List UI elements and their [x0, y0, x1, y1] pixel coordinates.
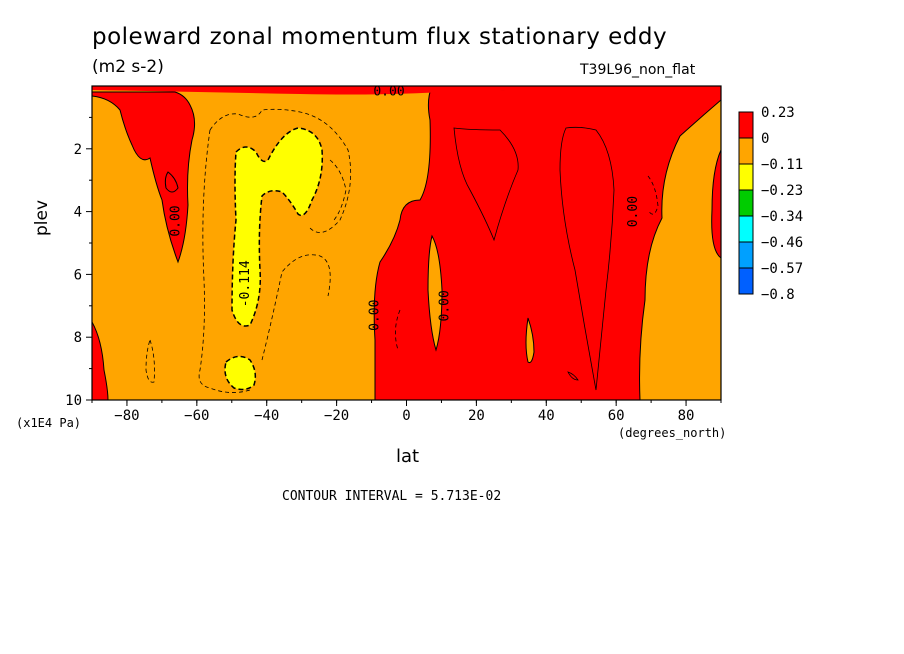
- run-label: T39L96_non_flat: [580, 62, 696, 78]
- chart-units: (m2 s-2): [92, 57, 164, 77]
- colorbar-swatch-1: [738, 137, 754, 165]
- colorbar-swatch-6: [738, 267, 754, 295]
- contour-field: [92, 86, 721, 400]
- contour-dashed-2: [198, 129, 251, 393]
- colorbar-label-1: 0: [761, 131, 769, 147]
- contour-dashed-4: [261, 254, 331, 361]
- x-axis: −80 −60 −40 −20 0 20 40 60 80: [91, 400, 722, 424]
- contour-dashed-7: [395, 309, 401, 351]
- region-pos-cell: [164, 171, 179, 193]
- contour-interval: CONTOUR INTERVAL = 5.713E-02: [282, 489, 502, 504]
- colorbar-swatch-4: [738, 215, 754, 243]
- x-tick-label-5: 20: [468, 408, 485, 424]
- contour-labels: 0.00 -0.114 0.00 0.00 0.00 0.00: [168, 84, 641, 330]
- colorbar-label-6: −0.57: [761, 261, 803, 277]
- contour-label-5: 0.00: [373, 84, 404, 99]
- dashed-contours: [145, 108, 659, 393]
- region-neg-island-1: [427, 234, 443, 352]
- colorbar-label-5: −0.46: [761, 235, 803, 251]
- colorbar-label-3: −0.23: [761, 183, 803, 199]
- contour-dashed-3: [329, 159, 347, 221]
- x-tick-label-6: 40: [538, 408, 555, 424]
- contour-label-2: 0.00: [368, 300, 383, 331]
- region-pos-sw-corner: [92, 320, 109, 400]
- colorbar-swatch-0: [738, 111, 754, 139]
- colorbar-label-2: −0.11: [761, 157, 803, 173]
- colorbar-swatch-2: [738, 163, 754, 191]
- x-tick-label-3: −20: [324, 408, 349, 424]
- colorbar-label-4: −0.34: [761, 209, 803, 225]
- chart-title: poleward zonal momentum flux stationary …: [92, 24, 668, 50]
- y-axis: 2 4 6 8 10: [65, 116, 92, 409]
- region-neg-island-2: [525, 317, 535, 363]
- contour-label-0: 0.00: [168, 205, 183, 236]
- x-tick-label-0: −80: [114, 408, 139, 424]
- region-neg-yellow-main: [231, 127, 324, 327]
- y-tick-label-3: 8: [74, 330, 82, 346]
- colorbar-swatch-3: [738, 189, 754, 217]
- y-tick-label-1: 4: [74, 205, 82, 221]
- y-tick-label-4: 10: [65, 393, 82, 409]
- contour-solid-3: [567, 371, 579, 381]
- region-pos-southpole: [92, 91, 196, 264]
- contour-dashed-6: [647, 175, 659, 215]
- x-tick-label-4: 0: [402, 408, 410, 424]
- region-pos-topstrip: [92, 86, 721, 95]
- colorbar-swatch-5: [738, 241, 754, 269]
- x-axis-units: (degrees_north): [618, 426, 727, 440]
- colorbar-label-0: 0.23: [761, 105, 795, 121]
- solid-contours: [453, 126, 615, 391]
- y-axis-units: (x1E4 Pa): [16, 416, 82, 430]
- colorbar-label-7: −0.8: [761, 287, 795, 303]
- contour-label-3: 0.00: [437, 290, 452, 321]
- y-tick-label-0: 2: [74, 142, 82, 158]
- region-pos-north: [373, 86, 721, 400]
- y-tick-label-2: 6: [74, 267, 82, 283]
- contour-label-4: 0.00: [626, 196, 641, 227]
- colorbar: 0.23 0 −0.11 −0.23 −0.34 −0.46 −0.57 −0.8: [738, 105, 803, 303]
- contour-solid-1: [453, 127, 519, 242]
- contour-label-1: -0.114: [238, 260, 253, 307]
- contour-dashed-1: [209, 108, 352, 233]
- region-pos-ne-edge: [711, 149, 721, 259]
- x-tick-label-8: 80: [678, 408, 695, 424]
- x-tick-label-1: −60: [184, 408, 209, 424]
- x-tick-label-2: −40: [254, 408, 279, 424]
- contour-solid-2: [559, 126, 615, 391]
- region-neg-yellow-low: [224, 355, 257, 391]
- x-tick-label-7: 60: [608, 408, 625, 424]
- x-axis-label: lat: [396, 446, 420, 467]
